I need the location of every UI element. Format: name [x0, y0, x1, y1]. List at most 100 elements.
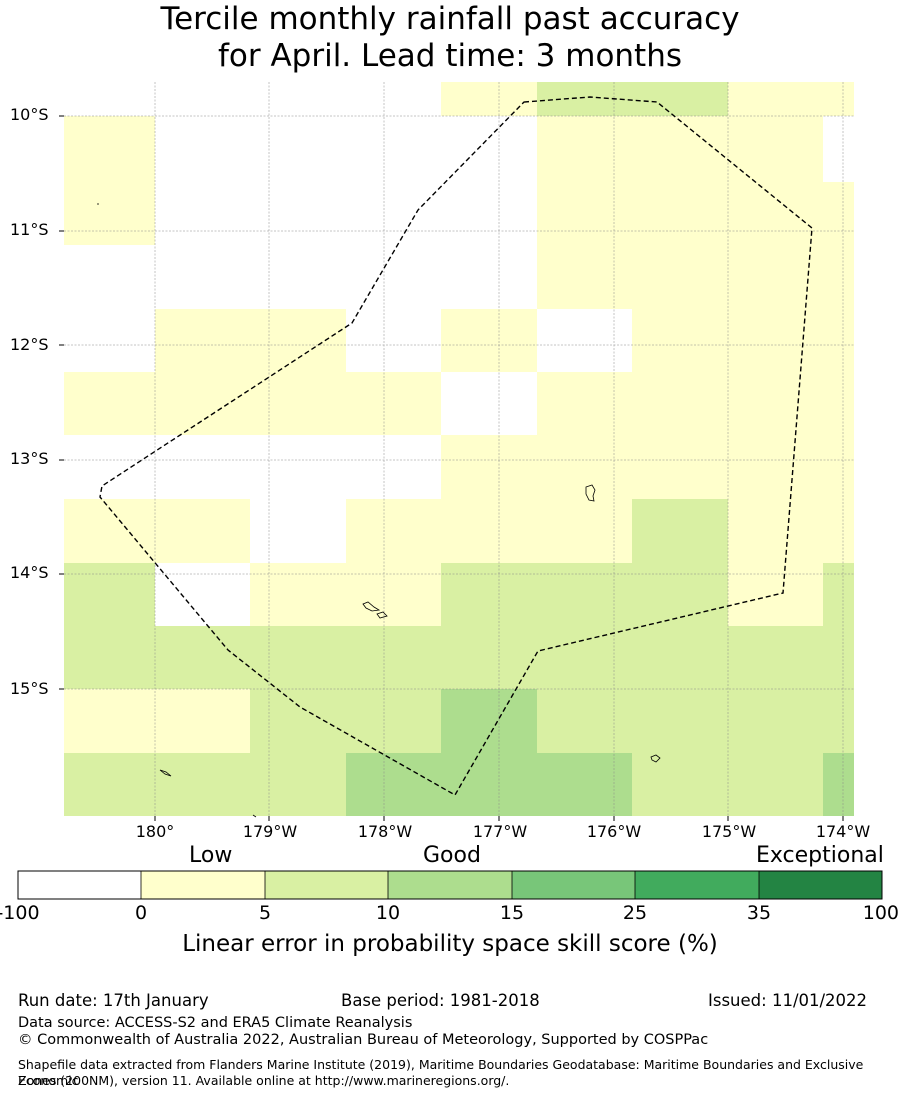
island-small-west	[159, 769, 172, 777]
skill-cell	[823, 753, 854, 816]
skill-cell	[728, 116, 823, 182]
skill-cell	[537, 116, 632, 182]
skill-cell	[64, 626, 155, 689]
shapefile-credit-line2: Zones (200NM), version 11. Available onl…	[18, 1073, 510, 1088]
colorbar-segment-15-25	[512, 871, 635, 899]
lat-label-11s: 11°S	[10, 220, 49, 239]
skill-cell	[632, 689, 728, 753]
lon-label-174w: 174°W	[815, 822, 871, 841]
lon-label-176w: 176°W	[586, 822, 642, 841]
skill-cell	[346, 753, 441, 816]
lon-label-178w: 178°W	[357, 822, 413, 841]
skill-cell	[250, 753, 346, 816]
skill-cell	[64, 116, 155, 182]
skill-cell	[632, 82, 728, 116]
skill-cell	[537, 372, 632, 435]
skill-cell	[537, 499, 632, 563]
skill-cell	[155, 689, 250, 753]
skill-cell	[64, 182, 155, 245]
colorbar-segment-25-35	[635, 871, 759, 899]
colorbar-tick-15: 15	[499, 902, 525, 924]
skill-cell	[441, 753, 537, 816]
skill-cell	[632, 116, 728, 182]
lat-label-12s: 12°S	[10, 335, 49, 354]
skill-cell	[346, 499, 441, 563]
lat-label-10s: 10°S	[10, 105, 49, 124]
map-title-line2: for April. Lead time: 3 months	[217, 38, 683, 74]
colorbar-segment-35-100	[759, 871, 882, 899]
skill-cell	[632, 372, 728, 435]
data-source: Data source: ACCESS-S2 and ERA5 Climate …	[18, 1015, 413, 1031]
colorbar-tick-100: 100	[862, 902, 899, 924]
skill-cell	[823, 563, 854, 626]
colorbar-tick-10: 10	[375, 902, 401, 924]
skill-cell	[632, 435, 728, 499]
island-savaii-b	[376, 611, 388, 619]
island-upolu	[585, 484, 596, 502]
colorbar-segment-10-15	[388, 871, 512, 899]
skill-cell	[346, 372, 441, 435]
skill-cell	[441, 435, 537, 499]
island-small-east	[650, 754, 661, 763]
skill-cell	[632, 499, 728, 563]
skill-cell	[441, 626, 537, 689]
lat-label-13s: 13°S	[10, 449, 49, 468]
category-good: Good	[423, 843, 481, 868]
skill-cell	[155, 753, 250, 816]
colorbar-segment-neg100-0	[18, 871, 141, 899]
skill-cell	[250, 372, 346, 435]
skill-cell	[728, 753, 823, 816]
colorbar-tick-0: 0	[134, 902, 148, 924]
skill-cell	[823, 82, 854, 116]
skill-cell	[441, 499, 537, 563]
skill-cell	[632, 563, 728, 626]
skill-cell	[64, 753, 155, 816]
skill-cell	[441, 309, 537, 372]
colorbar-tick-25: 25	[622, 902, 648, 924]
lon-label-177w: 177°W	[472, 822, 528, 841]
shapefile-credit-line1: Shapefile data extracted from Flanders M…	[18, 1057, 864, 1088]
skill-cell	[537, 182, 632, 245]
skill-cell	[537, 753, 632, 816]
skill-cell	[64, 372, 155, 435]
skill-cell	[64, 689, 155, 753]
skill-cell	[537, 626, 632, 689]
skill-cell	[155, 372, 250, 435]
category-exceptional: Exceptional	[756, 843, 884, 868]
skill-cell	[728, 309, 823, 372]
colorbar-tick-35: 35	[746, 902, 772, 924]
skill-cell	[728, 182, 823, 245]
skill-cell	[823, 499, 854, 563]
map-title-line1: Tercile monthly rainfall past accuracy	[160, 1, 740, 37]
lon-label-175w: 175°W	[701, 822, 757, 841]
skill-cell	[250, 626, 346, 689]
skill-cell	[632, 626, 728, 689]
skill-cell	[823, 626, 854, 689]
colorbar-segment-5-10	[265, 871, 388, 899]
skill-cell	[728, 435, 823, 499]
lon-label-180: 180°	[135, 822, 175, 841]
skill-cell	[823, 309, 854, 372]
skill-cell	[441, 563, 537, 626]
skill-cell	[64, 499, 155, 563]
skill-cell	[823, 245, 854, 309]
skill-cell	[632, 182, 728, 245]
island-edge-bottom	[252, 814, 257, 818]
lat-label-15s: 15°S	[10, 679, 49, 698]
skill-cell	[250, 563, 346, 626]
skill-cell	[728, 689, 823, 753]
skill-cell	[250, 309, 346, 372]
skill-map	[59, 82, 854, 821]
skill-cell	[346, 626, 441, 689]
skill-cell	[155, 626, 250, 689]
skill-cell	[823, 689, 854, 753]
skill-cell	[441, 82, 537, 116]
run-date: Run date: 17th January	[18, 991, 209, 1010]
skill-cell	[728, 626, 823, 689]
skill-cell	[728, 82, 823, 116]
lat-label-14s: 14°S	[10, 563, 49, 582]
colorbar-tick-neg100: -100	[0, 902, 40, 924]
colorbar	[17, 870, 883, 900]
skill-cell	[823, 182, 854, 245]
island-savaii-a	[362, 601, 381, 612]
